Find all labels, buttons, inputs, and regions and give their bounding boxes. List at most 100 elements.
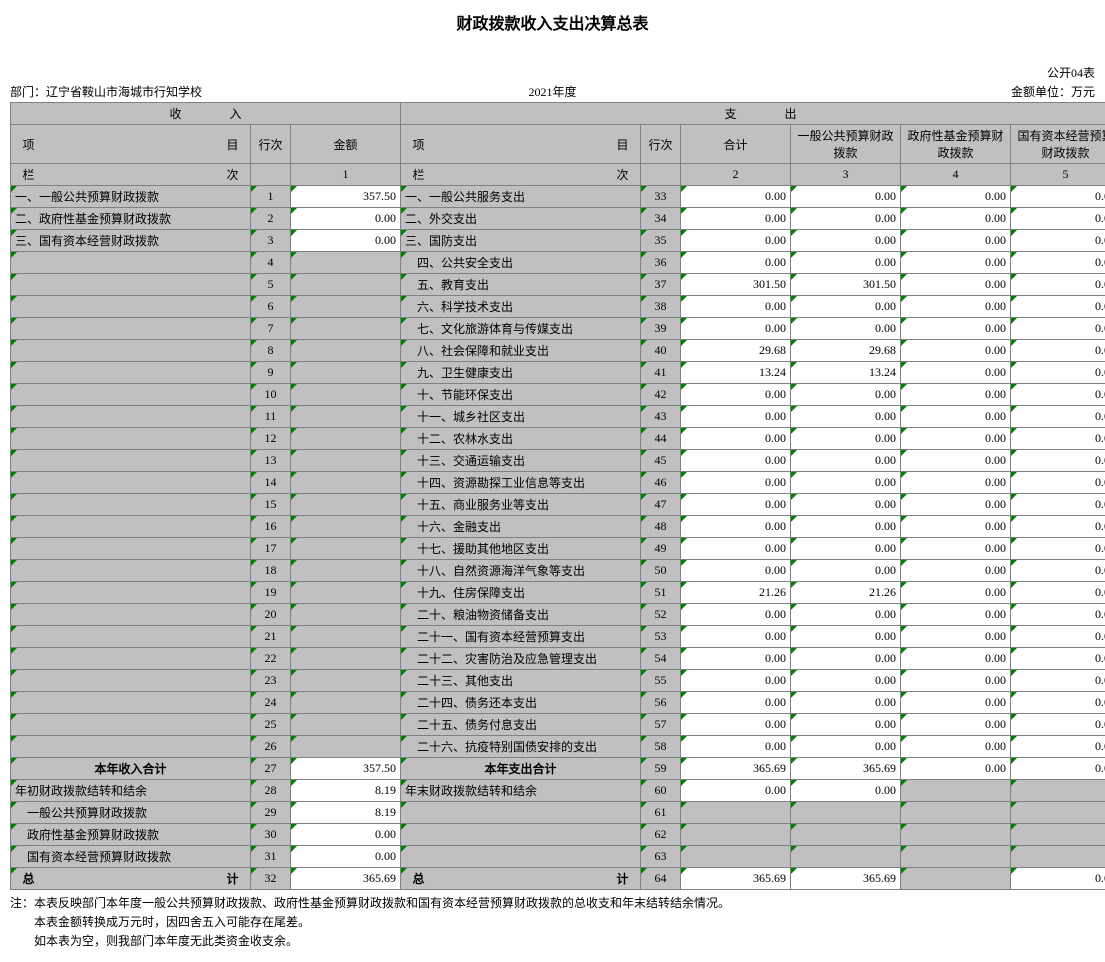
income-item [11,340,251,362]
income-rownum: 28 [251,780,291,802]
income-header: 收 入 [11,103,401,125]
income-rownum: 26 [251,736,291,758]
income-rownum: 12 [251,428,291,450]
expense-item: 十九、住房保障支出 [401,582,641,604]
expense-item: 二十三、其他支出 [401,670,641,692]
income-rownum: 16 [251,516,291,538]
col5-cell: 0.00 [1011,736,1105,758]
income-item [11,736,251,758]
expense-rownum: 45 [641,450,681,472]
income-item [11,714,251,736]
expense-rownum: 52 [641,604,681,626]
col4-cell [901,802,1011,824]
income-amount: 0.00 [291,230,401,252]
income-amount [291,714,401,736]
expense-item: 十七、援助其他地区支出 [401,538,641,560]
expense-item: 八、社会保障和就业支出 [401,340,641,362]
cell [901,868,1011,890]
col3-cell: 0.00 [791,406,901,428]
col5-cell: 0.00 [1011,670,1105,692]
cell: 0.00 [1011,758,1105,780]
expense-rownum: 61 [641,802,681,824]
income-rownum: 1 [251,186,291,208]
cell: 365.69 [791,758,901,780]
sum-cell: 0.00 [681,318,791,340]
col4-cell: 0.00 [901,186,1011,208]
income-rownum: 11 [251,406,291,428]
expense-item: 十八、自然资源海洋气象等支出 [401,560,641,582]
income-amount [291,604,401,626]
income-item: 国有资本经营预算财政拨款 [11,846,251,868]
col3-cell: 0.00 [791,714,901,736]
sum-cell: 0.00 [681,780,791,802]
unit-label: 金额单位：万元 [733,83,1095,100]
expense-rownum: 35 [641,230,681,252]
col4-cell: 0.00 [901,230,1011,252]
income-item [11,450,251,472]
sum-cell: 0.00 [681,406,791,428]
col5-cell [1011,846,1105,868]
expense-rownum: 42 [641,384,681,406]
col4-cell: 0.00 [901,494,1011,516]
income-amount [291,362,401,384]
total-row: 总 计 32 365.69 总 计 64 365.69 365.69 0.00 [11,868,1105,890]
col4-cell: 0.00 [901,406,1011,428]
table-row: 8 八、社会保障和就业支出4029.6829.680.000.00 [11,340,1105,362]
income-rownum: 24 [251,692,291,714]
expense-rownum: 55 [641,670,681,692]
income-rownum: 18 [251,560,291,582]
col3-cell [791,846,901,868]
income-amount [291,296,401,318]
col4-cell: 0.00 [901,318,1011,340]
sum-cell: 0.00 [681,670,791,692]
col4-cell [901,846,1011,868]
sum-cell: 0.00 [681,736,791,758]
expense-rownum: 38 [641,296,681,318]
income-rownum: 22 [251,648,291,670]
sum-cell: 0.00 [681,252,791,274]
table-row: 19 十九、住房保障支出5121.2621.260.000.00 [11,582,1105,604]
income-item [11,428,251,450]
table-row: 15 十五、商业服务业等支出470.000.000.000.00 [11,494,1105,516]
income-amount [291,692,401,714]
col5-cell: 0.00 [1011,450,1105,472]
sum-cell: 0.00 [681,692,791,714]
income-amount [291,318,401,340]
income-amount [291,670,401,692]
table-row: 16 十六、金融支出480.000.000.000.00 [11,516,1105,538]
sum-cell: 0.00 [681,604,791,626]
expense-item: 二十六、抗疫特别国债安排的支出 [401,736,641,758]
sum-cell: 21.26 [681,582,791,604]
table-row: 23 二十三、其他支出550.000.000.000.00 [11,670,1105,692]
table-row: 17 十七、援助其他地区支出490.000.000.000.00 [11,538,1105,560]
income-rownum: 19 [251,582,291,604]
table-row: 二、政府性基金预算财政拨款20.00二、外交支出340.000.000.000.… [11,208,1105,230]
sum-cell: 13.24 [681,362,791,384]
col-5: 5 [1011,164,1105,186]
income-amount: 8.19 [291,780,401,802]
table-row: 13 十三、交通运输支出450.000.000.000.00 [11,450,1105,472]
sum-cell: 0.00 [681,428,791,450]
col5-cell: 0.00 [1011,692,1105,714]
hdr-item-left: 项 目 [11,125,251,164]
table-row: 14 十四、资源勘探工业信息等支出460.000.000.000.00 [11,472,1105,494]
hdr-col5: 国有资本经营预算财政拨款 [1011,125,1105,164]
income-amount [291,494,401,516]
income-item [11,604,251,626]
col3-cell: 21.26 [791,582,901,604]
income-item: 三、国有资本经营财政拨款 [11,230,251,252]
cell: 365.69 [791,868,901,890]
expense-item: 十二、农林水支出 [401,428,641,450]
col4-cell: 0.00 [901,714,1011,736]
table-row: 26 二十六、抗疫特别国债安排的支出580.000.000.000.00 [11,736,1105,758]
cell: 357.50 [291,758,401,780]
col3-cell: 0.00 [791,670,901,692]
section-row: 收 入 支 出 [11,103,1105,125]
income-item: 年初财政拨款结转和结余 [11,780,251,802]
col5-cell [1011,780,1105,802]
table-row: 9 九、卫生健康支出4113.2413.240.000.00 [11,362,1105,384]
income-rownum: 10 [251,384,291,406]
sum-cell [681,802,791,824]
sum-cell: 0.00 [681,516,791,538]
expense-item: 二、外交支出 [401,208,641,230]
